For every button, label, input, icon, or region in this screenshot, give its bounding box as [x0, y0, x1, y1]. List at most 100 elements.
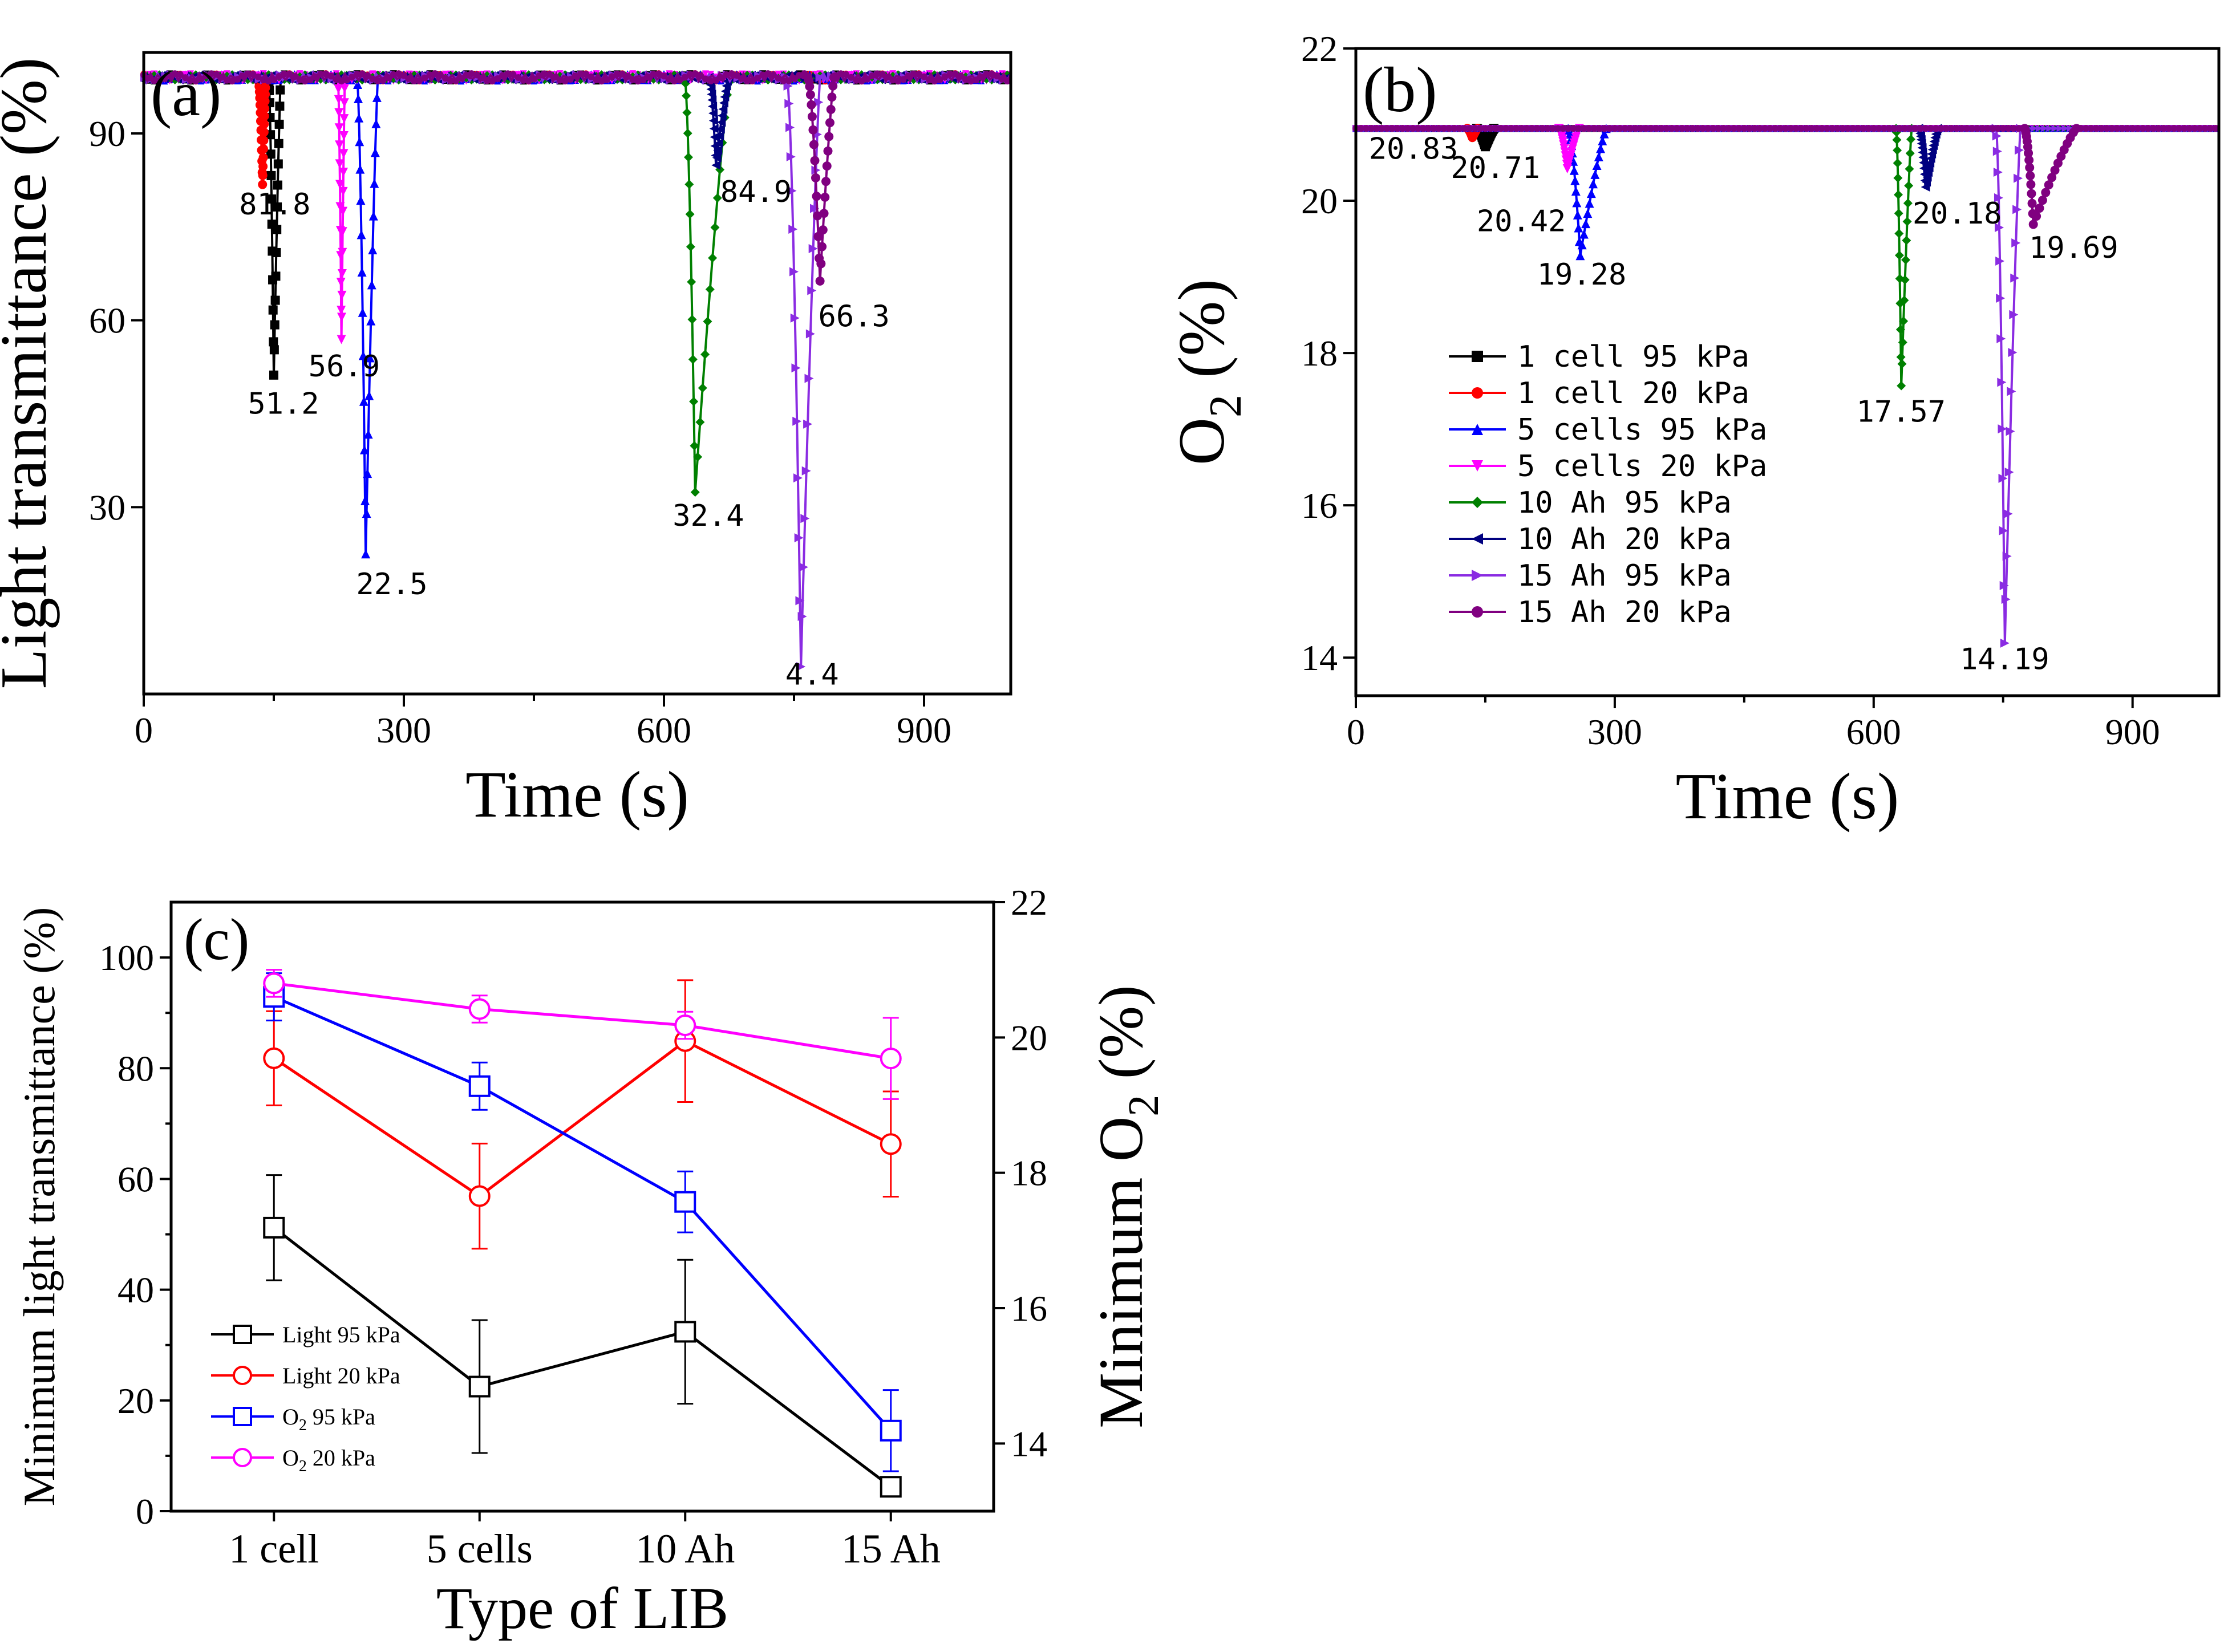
data-point [810, 156, 820, 165]
data-point [1905, 148, 1915, 158]
panel-a: 0 300 600 900 30 60 90 Time (s) Light transmitta… [0, 51, 1012, 831]
value-annotation: 81.8 [239, 188, 310, 222]
data-point [674, 1321, 696, 1343]
data-point [274, 139, 283, 148]
y-tick-label: 14 [1301, 638, 1338, 678]
data-point [2002, 551, 2012, 561]
data-point [1388, 125, 1396, 132]
data-point [686, 242, 695, 251]
data-point [858, 78, 865, 85]
data-point [1720, 125, 1727, 132]
data-point [712, 193, 722, 203]
panel-label: (a) [151, 59, 221, 129]
data-point [2170, 125, 2178, 132]
data-point [406, 75, 413, 82]
data-point [809, 140, 819, 149]
data-point [702, 70, 709, 78]
data-point [619, 70, 626, 78]
data-point [223, 76, 230, 84]
x-axis-label: Time (s) [465, 758, 689, 831]
data-point [1802, 125, 1810, 132]
data-point [334, 95, 343, 104]
data-point [1797, 125, 1805, 132]
data-point [1595, 125, 1603, 132]
data-point [556, 76, 564, 84]
data-point [2129, 125, 2136, 132]
legend-label: O2 95 kPa [282, 1404, 375, 1434]
data-point [682, 108, 692, 117]
data-point [515, 74, 522, 81]
data-point [161, 75, 168, 82]
data-point [686, 71, 694, 78]
data-point [334, 108, 344, 117]
value-annotation: 14.19 [1960, 642, 2049, 676]
data-point [2010, 273, 2020, 283]
data-point [1901, 255, 1910, 265]
value-annotation: 4.4 [785, 658, 839, 692]
data-point [1725, 125, 1732, 132]
data-point [795, 596, 805, 606]
data-point [1844, 125, 1852, 132]
data-point [1730, 125, 1737, 132]
data-point [1580, 125, 1587, 132]
data-point [1598, 136, 1607, 145]
data-point [270, 295, 280, 305]
data-point [1592, 161, 1602, 171]
data-point [1984, 125, 1991, 132]
data-point [334, 123, 344, 133]
data-point [504, 70, 512, 78]
data-point [244, 70, 252, 78]
data-point [273, 180, 282, 190]
data-point [967, 78, 975, 85]
data-point [151, 77, 158, 84]
data-point [829, 72, 838, 82]
data-point [171, 70, 179, 78]
value-annotation: 56.9 [309, 350, 380, 384]
data-point [1461, 125, 1468, 132]
data-point [805, 329, 815, 339]
value-annotation: 17.57 [1857, 395, 1946, 429]
data-point [884, 74, 892, 81]
data-point [588, 73, 595, 80]
data-point [863, 75, 870, 83]
data-point [674, 1191, 696, 1213]
data-point [2037, 196, 2047, 205]
data-point [1583, 209, 1593, 218]
data-point [702, 75, 709, 83]
data-point [842, 77, 850, 84]
data-point [365, 353, 375, 363]
data-point [359, 396, 368, 406]
data-point [260, 104, 270, 113]
data-point [708, 102, 718, 111]
data-point [1611, 125, 1618, 132]
data-point [1632, 125, 1639, 132]
data-point [687, 277, 696, 287]
data-point [1689, 125, 1696, 132]
data-point [360, 496, 370, 505]
data-point [1590, 125, 1598, 132]
data-point [337, 335, 346, 344]
data-point [1958, 125, 1966, 132]
data-point [509, 77, 517, 84]
data-point [249, 71, 257, 78]
data-point [176, 71, 184, 78]
data-point [468, 1185, 491, 1207]
data-point [520, 76, 527, 84]
data-point [1589, 179, 1598, 189]
data-point [1942, 125, 1950, 132]
data-point [769, 71, 777, 79]
data-point [717, 111, 727, 120]
data-point [218, 74, 225, 81]
data-point [258, 171, 268, 180]
data-point [821, 75, 829, 82]
data-point [708, 253, 718, 263]
x-axis-label: Type of LIB [436, 1576, 729, 1641]
data-point [796, 71, 803, 79]
data-point [900, 76, 907, 83]
data-point [358, 307, 367, 317]
data-point [683, 128, 692, 138]
data-point [483, 77, 491, 84]
data-point [337, 269, 347, 278]
data-point [213, 71, 220, 78]
data-point [880, 1048, 902, 1070]
